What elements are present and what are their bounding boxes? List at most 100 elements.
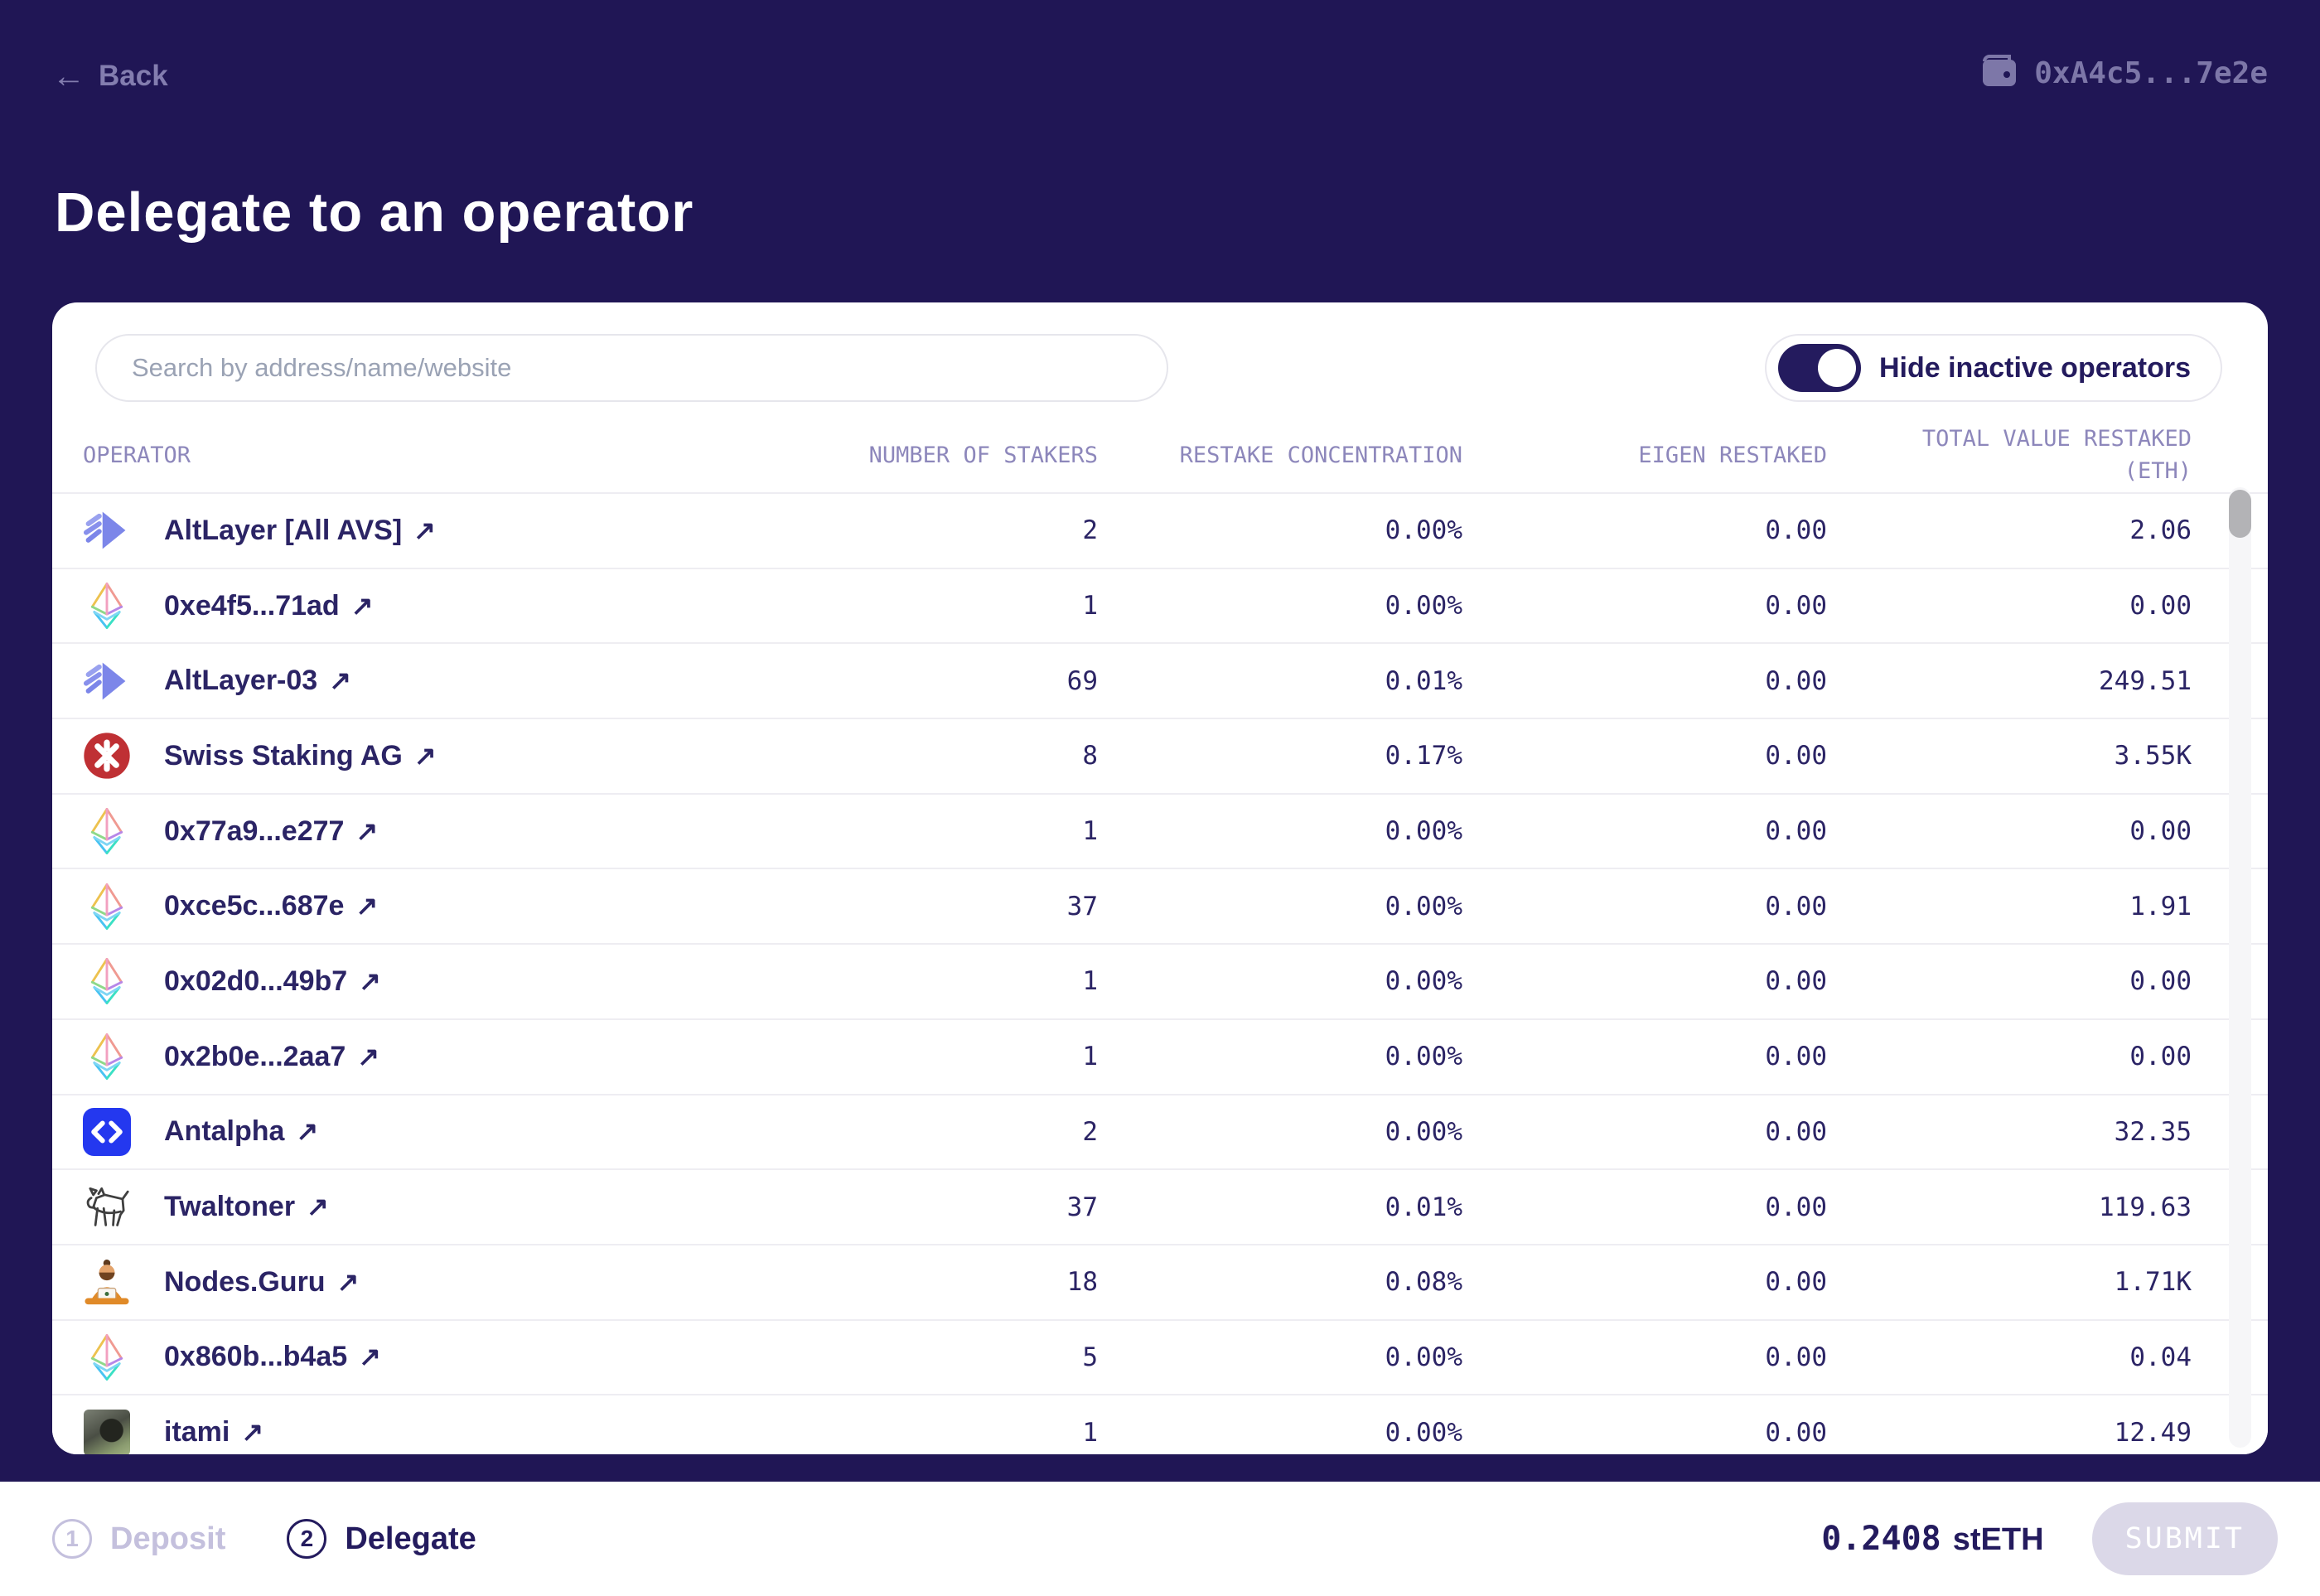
eigen-value: 0.00: [1765, 816, 1827, 847]
itami-icon: [83, 1409, 131, 1454]
table-row[interactable]: 0x77a9...e277 ↗ 1 0.00% 0.00 0.00: [52, 792, 2268, 868]
operator-link[interactable]: 0x2b0e...2aa7 ↗: [164, 1041, 379, 1073]
table-row[interactable]: Twaltoner ↗ 37 0.01% 0.00 119.63: [52, 1168, 2268, 1244]
operator-name: 0xce5c...687e: [164, 890, 345, 922]
eigen-value: 0.00: [1765, 1417, 1827, 1448]
operator-name: 0x02d0...49b7: [164, 965, 348, 997]
operator-link[interactable]: Twaltoner ↗: [164, 1191, 329, 1223]
external-link-icon: ↗: [241, 1417, 264, 1448]
eigen-value: 0.00: [1765, 591, 1827, 621]
stakers-value: 37: [1066, 1192, 1098, 1222]
external-link-icon: ↗: [336, 1266, 360, 1297]
stakers-value: 2: [1082, 1116, 1098, 1147]
toggle-knob: [1817, 349, 1856, 387]
column-header-eigen: EIGEN RESTAKED: [1638, 442, 1827, 468]
stake-amount-unit: stETH: [1952, 1522, 2044, 1557]
step-delegate: 2 Delegate: [287, 1519, 476, 1559]
operator-link[interactable]: 0xe4f5...71ad ↗: [164, 590, 374, 622]
concentration-value: 0.00%: [1385, 1116, 1462, 1147]
operator-select-card: Hide inactive operators OPERATOR NUMBER …: [52, 302, 2268, 1454]
eigen-value: 0.00: [1765, 966, 1827, 997]
step-deposit-label: Deposit: [110, 1521, 226, 1556]
table-row[interactable]: Swiss Staking AG ↗ 8 0.17% 0.00 3.55K: [52, 718, 2268, 793]
back-button[interactable]: ← Back: [52, 60, 168, 93]
operator-table-body: AltLayer [All AVS] ↗ 2 0.00% 0.00 2.06 0…: [52, 492, 2268, 1454]
table-row[interactable]: AltLayer-03 ↗ 69 0.01% 0.00 249.51: [52, 642, 2268, 718]
operator-link[interactable]: AltLayer [All AVS] ↗: [164, 515, 436, 547]
external-link-icon: ↗: [350, 590, 374, 621]
stakers-value: 37: [1066, 891, 1098, 921]
operator-name: AltLayer-03: [164, 665, 318, 697]
eigen-value: 0.00: [1765, 891, 1827, 921]
back-arrow-icon: ←: [52, 58, 85, 94]
altlayer-icon: [83, 657, 131, 705]
wallet-chip[interactable]: 0xA4c5...7e2e: [1981, 55, 2268, 92]
external-link-icon: ↗: [355, 891, 379, 921]
operator-name: 0xe4f5...71ad: [164, 589, 340, 621]
table-row[interactable]: AltLayer [All AVS] ↗ 2 0.00% 0.00 2.06: [52, 492, 2268, 568]
concentration-value: 0.00%: [1385, 966, 1462, 997]
scrollbar-track[interactable]: [2229, 487, 2251, 1448]
operator-link[interactable]: Antalpha ↗: [164, 1115, 318, 1148]
toggle-label: Hide inactive operators: [1878, 351, 2191, 384]
concentration-value: 0.00%: [1385, 816, 1462, 847]
swiss-staking-icon: [83, 732, 131, 780]
table-row[interactable]: 0x2b0e...2aa7 ↗ 1 0.00% 0.00 0.00: [52, 1018, 2268, 1094]
back-label: Back: [99, 60, 168, 92]
stakers-value: 5: [1082, 1342, 1098, 1372]
eth-icon: [83, 1033, 131, 1081]
stakers-value: 1: [1082, 1417, 1098, 1448]
toggle-switch-icon[interactable]: [1777, 344, 1861, 392]
total-value: 0.00: [2129, 816, 2192, 847]
hide-inactive-toggle[interactable]: Hide inactive operators: [1764, 334, 2222, 402]
total-value: 3.55K: [2114, 741, 2192, 771]
total-value: 2.06: [2129, 515, 2192, 546]
operator-name: 0x77a9...e277: [164, 815, 345, 847]
table-row[interactable]: itami ↗ 1 0.00% 0.00 12.49: [52, 1394, 2268, 1454]
stakers-value: 1: [1082, 816, 1098, 847]
table-row[interactable]: Nodes.Guru ↗ 18 0.08% 0.00 1.71K: [52, 1243, 2268, 1319]
operator-name: Antalpha: [164, 1115, 285, 1148]
operator-link[interactable]: Swiss Staking AG ↗: [164, 740, 437, 772]
total-value: 0.04: [2129, 1342, 2192, 1372]
operator-link[interactable]: 0x860b...b4a5 ↗: [164, 1341, 381, 1373]
table-row[interactable]: 0xce5c...687e ↗ 37 0.00% 0.00 1.91: [52, 868, 2268, 944]
operator-link[interactable]: 0x02d0...49b7 ↗: [164, 965, 381, 998]
scrollbar-thumb[interactable]: [2229, 490, 2251, 538]
column-header-total: TOTAL VALUE RESTAKED (ETH): [1827, 423, 2192, 487]
search-input[interactable]: [95, 334, 1168, 402]
operator-name: itami: [164, 1416, 230, 1448]
operator-link[interactable]: itami ↗: [164, 1416, 263, 1448]
operator-name: 0x2b0e...2aa7: [164, 1040, 346, 1072]
eth-icon: [83, 883, 131, 931]
total-value: 0.00: [2129, 966, 2192, 997]
step-indicator: 1 Deposit 2 Delegate: [52, 1519, 476, 1559]
operator-link[interactable]: AltLayer-03 ↗: [164, 665, 351, 697]
total-value: 0.00: [2129, 591, 2192, 621]
eigen-value: 0.00: [1765, 1116, 1827, 1147]
concentration-value: 0.17%: [1385, 741, 1462, 771]
concentration-value: 0.08%: [1385, 1267, 1462, 1298]
table-row[interactable]: 0x860b...b4a5 ↗ 5 0.00% 0.00 0.04: [52, 1318, 2268, 1395]
eigen-value: 0.00: [1765, 1042, 1827, 1072]
wallet-icon: [1981, 55, 2018, 92]
operator-link[interactable]: Nodes.Guru ↗: [164, 1266, 359, 1299]
column-header-stakers: NUMBER OF STAKERS: [868, 442, 1098, 468]
total-value: 249.51: [2099, 665, 2192, 696]
stakers-value: 18: [1066, 1267, 1098, 1298]
total-value: 1.71K: [2114, 1267, 2192, 1298]
table-row[interactable]: Antalpha ↗ 2 0.00% 0.00 32.35: [52, 1093, 2268, 1169]
eth-icon: [83, 807, 131, 855]
operator-name: Twaltoner: [164, 1191, 296, 1223]
antalpha-icon: [83, 1107, 131, 1156]
external-link-icon: ↗: [355, 815, 379, 846]
concentration-value: 0.01%: [1385, 1192, 1462, 1222]
table-row[interactable]: 0xe4f5...71ad ↗ 1 0.00% 0.00 0.00: [52, 567, 2268, 643]
external-link-icon: ↗: [329, 665, 352, 696]
operator-link[interactable]: 0xce5c...687e ↗: [164, 890, 378, 922]
operator-link[interactable]: 0x77a9...e277 ↗: [164, 815, 378, 848]
submit-button[interactable]: SUBMIT: [2091, 1502, 2278, 1575]
external-link-icon: ↗: [359, 1342, 381, 1372]
table-row[interactable]: 0x02d0...49b7 ↗ 1 0.00% 0.00 0.00: [52, 943, 2268, 1018]
external-link-icon: ↗: [413, 740, 437, 771]
